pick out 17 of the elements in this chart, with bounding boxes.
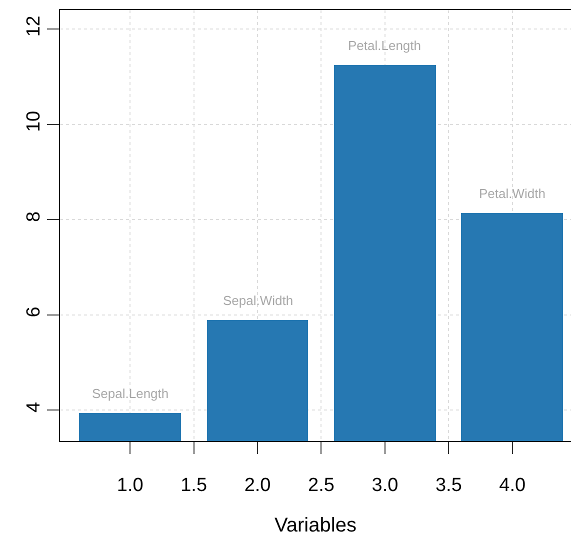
- x-tick-label: 2.5: [308, 474, 334, 496]
- x-tick-label: 4.0: [499, 474, 526, 496]
- annotation: Sepal.Width: [223, 293, 294, 308]
- y-tick-label: 4: [23, 401, 44, 412]
- x-tick-label: 2.0: [244, 474, 271, 496]
- y-tick-label: 8: [23, 211, 44, 222]
- x-tick-label: 3.5: [435, 474, 462, 496]
- y-tick-label: 12: [23, 16, 44, 37]
- x-tick-label: 1.0: [116, 474, 144, 496]
- y-tick-label: 6: [23, 306, 44, 318]
- annotation: Petal.Length: [348, 38, 422, 53]
- y-tick-label: 10: [23, 110, 44, 132]
- annotation: Petal.Width: [479, 186, 546, 201]
- x-tick-label: 1.5: [180, 474, 208, 496]
- x-tick-label: 3.0: [372, 474, 398, 496]
- x-axis-title: Variables: [274, 514, 356, 536]
- annotation: Sepal.Length: [92, 386, 169, 401]
